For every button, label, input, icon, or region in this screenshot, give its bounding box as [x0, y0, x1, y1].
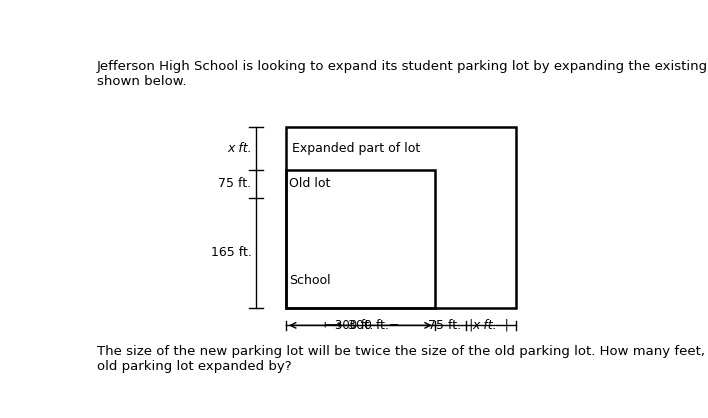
- Text: The size of the new parking lot will be twice the size of the old parking lot. H: The size of the new parking lot will be …: [97, 345, 708, 373]
- Text: 165 ft.: 165 ft.: [210, 246, 251, 259]
- Text: 75 ft.: 75 ft.: [218, 177, 251, 190]
- Text: x ft.: x ft.: [227, 142, 251, 155]
- Text: Jefferson High School is looking to expand its student parking lot by expanding : Jefferson High School is looking to expa…: [97, 60, 708, 88]
- Bar: [286, 170, 435, 308]
- Text: 300 ft.—: 300 ft.—: [336, 319, 385, 332]
- Text: 75 ft.  |: 75 ft. |: [428, 319, 473, 332]
- Text: School: School: [289, 274, 331, 287]
- Bar: [286, 127, 517, 308]
- Text: x ft.  |: x ft. |: [473, 319, 510, 332]
- Text: Old lot: Old lot: [289, 177, 330, 190]
- Text: $\longmapsto$ 300 ft.$-$: $\longmapsto$ 300 ft.$-$: [321, 319, 400, 332]
- Text: Expanded part of lot: Expanded part of lot: [292, 142, 420, 155]
